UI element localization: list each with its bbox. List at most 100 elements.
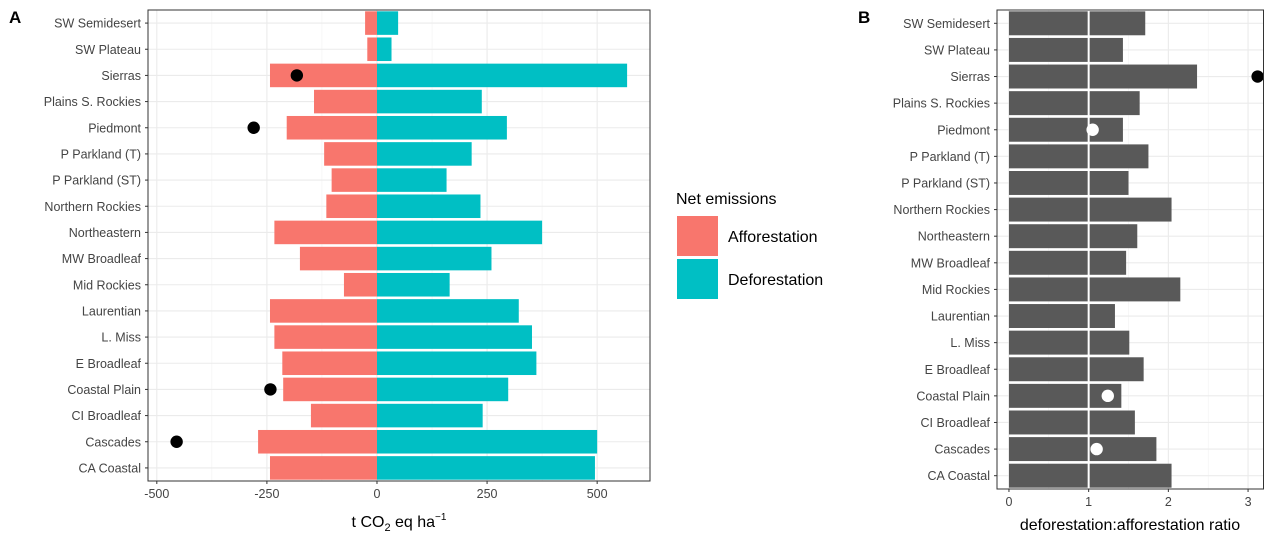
bar-ratio-cascades <box>1008 437 1157 462</box>
panel-b-category-label: Mid Rockies <box>922 283 990 297</box>
bar-deforestation-sw-semidesert <box>376 11 399 35</box>
bar-afforestation-mid-rockies <box>343 272 377 297</box>
bar-ratio-northern-rockies <box>1008 197 1172 222</box>
panel-a-category-label: Plains S. Rockies <box>44 95 141 109</box>
panel-a-point-piedmont <box>247 121 260 134</box>
bar-afforestation-mw-broadleaf <box>299 246 377 271</box>
panel-a-category-label: P Parkland (T) <box>61 147 141 161</box>
legend: Net emissions Afforestation Deforestation <box>676 191 823 299</box>
panel-a-category-label: Northeastern <box>69 226 141 240</box>
panel-a-category-label: E Broadleaf <box>76 357 142 371</box>
bar-ratio-sierras <box>1008 64 1198 89</box>
bar-afforestation-cascades <box>258 429 377 454</box>
bar-deforestation-ca-coastal <box>376 456 595 480</box>
bar-deforestation-northern-rockies <box>376 194 481 219</box>
panel-b-category-label: Sierras <box>950 70 990 84</box>
bar-afforestation-ca-coastal <box>269 456 377 480</box>
panel-a-point-cascades <box>170 435 183 448</box>
panel-a-point-coastal-plain <box>264 383 277 396</box>
panel-b-category-label: P Parkland (ST) <box>901 176 990 190</box>
panel-a-x-tick-label: -500 <box>144 487 169 501</box>
panel-b-category-label: Northeastern <box>918 230 990 244</box>
panel-b-x-tick-label: 1 <box>1085 495 1092 509</box>
panel-b-x-tick-label: 0 <box>1005 495 1012 509</box>
panel-b-letter: B <box>858 8 870 27</box>
panel-b-point-piedmont <box>1086 123 1099 136</box>
panel-a-category-label: SW Semidesert <box>54 17 141 31</box>
legend-swatch-deforestation <box>677 259 718 299</box>
panel-b-category-label: CA Coastal <box>927 469 990 483</box>
panel-a-category-label: CA Coastal <box>78 461 141 475</box>
panel-a-category-label: L. Miss <box>101 331 141 345</box>
bar-ratio-plains-s-rockies <box>1008 91 1140 116</box>
panel-a-letter: A <box>9 8 21 27</box>
panel-b-chart: CA Coastal Cascades CI Broadleaf Coastal Pl… <box>893 9 1264 534</box>
bar-afforestation-sw-semidesert <box>365 11 377 35</box>
bar-ratio-e-broadleaf <box>1008 357 1144 382</box>
bar-ratio-l-miss <box>1008 330 1130 355</box>
panel-b-category-label: SW Plateau <box>924 43 990 57</box>
panel-b-category-label: P Parkland (T) <box>910 150 990 164</box>
panel-a-category-label: Mid Rockies <box>73 278 141 292</box>
panel-a-category-label: MW Broadleaf <box>62 252 142 266</box>
bar-afforestation-coastal-plain <box>283 377 377 402</box>
panel-b-point-sierras <box>1251 70 1264 83</box>
bar-afforestation-p-parkland-st <box>331 168 377 192</box>
panel-a-plot-area <box>148 10 650 481</box>
bar-afforestation-laurentian <box>269 299 377 323</box>
legend-label-deforestation: Deforestation <box>728 272 823 289</box>
panel-b-category-label: Plains S. Rockies <box>893 97 990 111</box>
bar-afforestation-e-broadleaf <box>282 351 377 376</box>
panel-b-x-tick-label: 2 <box>1165 495 1172 509</box>
bar-deforestation-p-parkland-st <box>376 168 447 192</box>
bar-afforestation-northeastern <box>274 220 377 245</box>
panel-a-category-label: P Parkland (ST) <box>52 174 141 188</box>
panel-b-x-tick-label: 3 <box>1245 495 1252 509</box>
bar-ratio-p-parkland-t <box>1008 144 1149 169</box>
panel-b-x-axis-title: deforestation:afforestation ratio <box>1020 517 1240 534</box>
panel-b-category-label: L. Miss <box>950 336 990 350</box>
bar-deforestation-sw-plateau <box>376 37 392 62</box>
bar-afforestation-piedmont <box>286 115 377 140</box>
bar-afforestation-sw-plateau <box>367 37 377 62</box>
bar-afforestation-p-parkland-t <box>324 142 377 166</box>
bar-deforestation-laurentian <box>376 299 519 323</box>
panel-a-category-label: Piedmont <box>88 121 141 135</box>
bar-deforestation-mid-rockies <box>376 272 450 297</box>
panel-a-category-label: CI Broadleaf <box>72 409 142 423</box>
panel-b-category-label: MW Broadleaf <box>911 256 991 270</box>
panel-b-point-coastal-plain <box>1101 389 1114 403</box>
bar-ratio-piedmont <box>1008 117 1123 142</box>
legend-title: Net emissions <box>676 191 776 208</box>
panel-a-category-label: Cascades <box>85 435 141 449</box>
panel-b-category-label: E Broadleaf <box>925 363 991 377</box>
panel-b-category-label: Piedmont <box>937 123 990 137</box>
panel-b-category-label: CI Broadleaf <box>921 416 991 430</box>
panel-a-x-tick-label: -250 <box>254 487 279 501</box>
panel-b-category-label: Cascades <box>934 443 990 457</box>
panel-a-x-tick-label: 250 <box>477 487 498 501</box>
panel-a-point-sierras <box>290 69 304 82</box>
bar-ratio-p-parkland-st <box>1008 170 1129 195</box>
legend-swatch-afforestation <box>677 216 718 256</box>
bar-deforestation-piedmont <box>376 115 507 140</box>
bar-afforestation-ci-broadleaf <box>310 403 377 428</box>
bar-deforestation-p-parkland-t <box>376 142 472 166</box>
panel-b-category-label: SW Semidesert <box>903 17 990 31</box>
bar-ratio-mid-rockies <box>1008 277 1181 302</box>
bar-deforestation-cascades <box>376 429 598 454</box>
bar-deforestation-e-broadleaf <box>376 351 537 376</box>
bar-ratio-ca-coastal <box>1008 463 1172 488</box>
panel-a-category-label: SW Plateau <box>75 43 141 57</box>
panel-a-border <box>147 9 651 482</box>
bar-deforestation-mw-broadleaf <box>376 246 492 271</box>
bar-deforestation-l-miss <box>376 325 532 349</box>
panel-a-x-tick-label: 0 <box>374 487 381 501</box>
panel-b-category-label: Coastal Plain <box>916 389 990 403</box>
panel-b-point-cascades <box>1090 442 1103 456</box>
bar-deforestation-plains-s-rockies <box>376 89 482 114</box>
bar-ratio-ci-broadleaf <box>1008 410 1135 435</box>
bar-ratio-sw-semidesert <box>1008 11 1146 36</box>
